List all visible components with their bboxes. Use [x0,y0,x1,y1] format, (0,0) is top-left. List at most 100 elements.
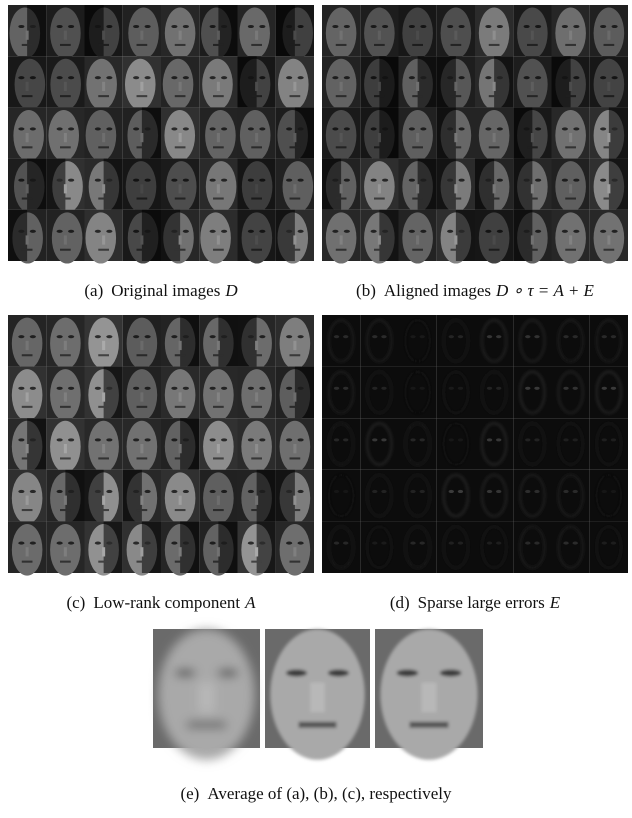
eye [458,387,463,390]
face-image [552,5,590,59]
bg [360,367,398,419]
nose [64,133,67,142]
nose [255,235,258,244]
mouth [60,561,71,563]
face-image [161,159,199,213]
face [15,59,46,110]
image-grid [8,315,314,576]
eye [525,335,530,338]
eye [535,179,541,182]
nose [179,341,182,350]
face-image [475,470,513,522]
eye [30,490,36,493]
face-image [552,107,590,161]
eye [573,387,578,390]
mouth [290,44,301,46]
eye [171,230,177,233]
nose [569,82,572,91]
shadow [609,159,628,210]
bg [399,521,437,573]
nose [310,683,325,713]
eye [573,335,578,338]
eye [171,76,177,79]
eye [562,127,568,130]
nose [64,547,67,556]
nose [26,82,29,91]
eye [525,387,530,390]
shadow [418,159,437,210]
face-image [161,210,199,264]
mouth [60,509,71,511]
bg [513,367,551,419]
mouth [213,457,224,459]
eye [183,387,189,390]
eye [611,387,616,390]
eye [183,230,189,233]
face-image [437,470,475,522]
eye [18,230,24,233]
mouth [175,457,186,459]
eye [95,179,101,182]
shadow [142,107,161,158]
face-image [399,418,437,470]
eye [286,230,292,233]
eye [68,179,74,182]
face-image [399,107,437,161]
shadow [46,159,65,210]
face-image [399,315,437,367]
nose [340,82,343,91]
eye [259,542,265,545]
shadow [27,418,46,470]
eye [328,669,349,676]
nose [26,547,29,556]
eye [259,25,265,28]
eye [573,127,579,130]
shadow [379,107,398,158]
mouth [175,354,186,356]
mouth [604,95,615,97]
eye [420,335,425,338]
mouth [251,198,262,200]
shadow [123,470,142,522]
face [205,110,236,161]
eye [602,387,607,390]
caption-d: (d)Sparse large errorsE [390,593,561,612]
face-image [123,315,161,369]
mouth [489,249,500,251]
eye [534,387,539,390]
face-image [475,210,513,264]
nose [140,82,143,91]
eye [382,230,388,233]
mouth [98,561,109,563]
nose [416,235,419,244]
eye [210,490,216,493]
nose [140,31,143,40]
face-image [590,418,628,470]
eye [397,669,419,676]
bg [399,470,437,522]
eye [602,335,607,338]
face [239,8,270,59]
face [206,161,237,212]
eye [534,542,539,545]
nose [293,133,296,142]
math: A [244,593,256,612]
nose [26,184,29,193]
face-image [199,5,237,59]
eye [106,542,112,545]
eye [535,230,541,233]
mouth [451,198,462,200]
nose [255,184,258,193]
eye [57,335,63,338]
eye [298,335,304,338]
eye [286,542,292,545]
shadow [27,159,46,210]
mouth [22,561,33,563]
eye [57,438,63,441]
bg [360,521,398,573]
eye [496,438,501,441]
nose [64,496,67,505]
nose [255,392,258,401]
eye [332,230,338,233]
nose [140,133,143,142]
